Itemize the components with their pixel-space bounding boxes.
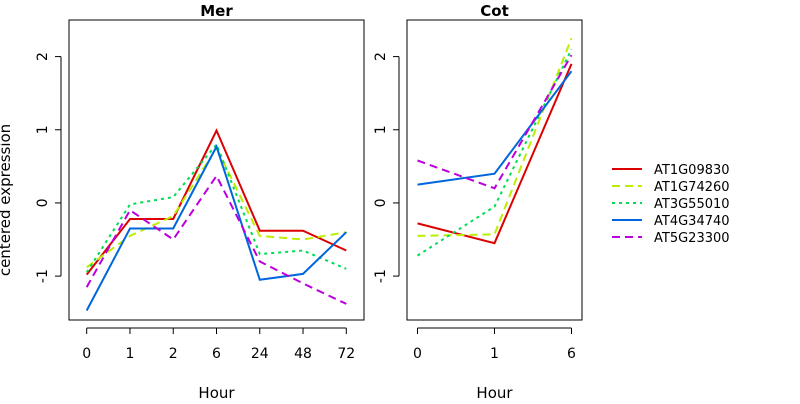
y-tick-label: 2 xyxy=(35,52,51,61)
series-line-at1g74260 xyxy=(86,145,347,269)
series-line-at4g34740 xyxy=(417,70,573,186)
y-tick-label: 2 xyxy=(373,52,389,61)
x-axis-label: Hour xyxy=(198,384,235,400)
legend-item: AT5G23300 xyxy=(612,231,730,246)
plot-frame xyxy=(406,19,583,321)
plot-frame xyxy=(68,19,365,321)
x-tick-label: 2 xyxy=(169,346,178,362)
legend-label: AT1G74260 xyxy=(654,180,730,195)
x-tick-label: 6 xyxy=(212,346,221,362)
series-line-at5g23300 xyxy=(85,173,347,305)
y-axis-label: centered expression xyxy=(0,124,14,276)
y-tick-label: 1 xyxy=(373,125,389,134)
panel-title: Cot xyxy=(480,2,508,20)
legend-item: AT1G74260 xyxy=(612,180,730,195)
x-tick-label: 1 xyxy=(126,346,135,362)
series-line-at3g55010 xyxy=(85,142,347,273)
legend-item: AT4G34740 xyxy=(612,214,730,229)
x-tick-label: 0 xyxy=(413,346,422,362)
y-tick-label: 0 xyxy=(373,198,389,207)
y-tick-label: -1 xyxy=(373,269,389,283)
x-tick-label: 1 xyxy=(490,346,499,362)
series-line-at5g23300 xyxy=(417,54,573,190)
series-line-at3g55010 xyxy=(416,48,573,257)
series-line-at4g34740 xyxy=(85,144,347,311)
x-tick-label: 72 xyxy=(337,346,355,362)
x-tick-label: 0 xyxy=(82,346,91,362)
y-tick-label: 1 xyxy=(35,125,51,134)
legend-label: AT4G34740 xyxy=(654,214,730,229)
panel-cot: Cot 0 1 6 Hour -1 0 1 2 xyxy=(373,2,583,402)
x-tick-label: 6 xyxy=(567,346,576,362)
legend-label: AT1G09830 xyxy=(654,163,730,178)
legend-label: AT5G23300 xyxy=(654,231,730,246)
legend-item: AT3G55010 xyxy=(612,197,730,212)
series-line-at1g09830 xyxy=(85,128,347,276)
legend-label: AT3G55010 xyxy=(654,197,730,212)
y-tick-label: -1 xyxy=(35,269,51,283)
panel-title: Mer xyxy=(200,2,233,20)
series-line-at1g09830 xyxy=(417,63,573,245)
x-tick-label: 48 xyxy=(294,346,312,362)
panel-mer: Mer 0 1 2 6 24 48 72 Hour -1 0 1 2 xyxy=(35,2,365,402)
x-axis-label: Hour xyxy=(476,384,513,400)
x-tick-label: 24 xyxy=(251,346,269,362)
y-tick-label: 0 xyxy=(35,198,51,207)
legend: AT1G09830 AT1G74260 AT3G55010 AT4G34740 AT5G… xyxy=(612,163,730,246)
legend-item: AT1G09830 xyxy=(612,163,730,178)
